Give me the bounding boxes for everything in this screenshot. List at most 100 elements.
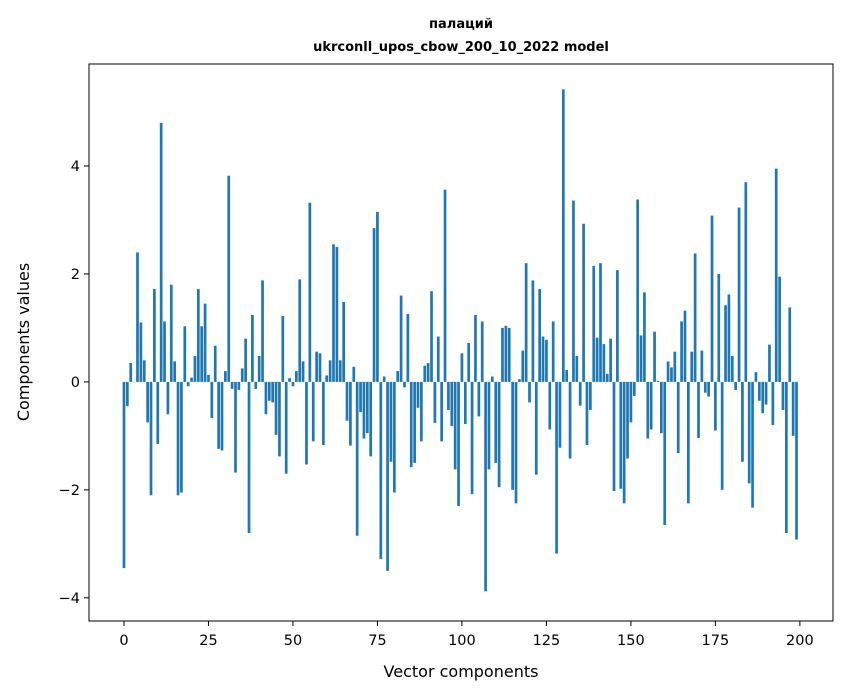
bar-196 — [785, 381, 788, 534]
bar-52 — [298, 279, 302, 382]
bar-72 — [365, 381, 369, 434]
bar-113 — [504, 325, 508, 382]
bar-195 — [781, 381, 785, 410]
bar-142 — [602, 344, 606, 382]
bar-56 — [311, 381, 315, 442]
bar-27 — [213, 345, 217, 382]
bar-124 — [541, 336, 545, 382]
x-tick-label: 0 — [119, 633, 128, 649]
bar-139 — [592, 265, 596, 382]
bar-130 — [561, 89, 565, 382]
bar-13 — [166, 381, 170, 415]
bar-123 — [538, 289, 542, 382]
x-tick-label: 25 — [199, 633, 217, 649]
bar-181 — [734, 381, 738, 390]
bar-73 — [369, 381, 373, 457]
bar-95 — [443, 189, 447, 382]
bar-91 — [430, 291, 433, 382]
bar-5 — [139, 322, 143, 382]
bar-79 — [389, 381, 393, 462]
bar-64 — [338, 360, 342, 382]
bar-170 — [697, 381, 700, 439]
bar-158 — [656, 380, 660, 382]
bar-162 — [670, 367, 673, 382]
bar-126 — [548, 381, 552, 430]
bar-40 — [257, 355, 261, 382]
bar-125 — [545, 339, 548, 382]
x-axis-label: Vector components — [384, 662, 539, 681]
bar-132 — [568, 381, 572, 459]
bar-18 — [183, 326, 187, 382]
bar-163 — [673, 351, 677, 382]
bar-108 — [487, 381, 491, 470]
x-tick-label: 150 — [617, 633, 645, 649]
bar-2 — [129, 363, 133, 382]
bar-103 — [470, 381, 474, 495]
bar-172 — [703, 381, 707, 393]
x-tick-label: 175 — [702, 633, 730, 649]
bar-171 — [700, 350, 704, 382]
bar-140 — [595, 337, 599, 382]
bar-36 — [244, 338, 247, 382]
bar-96 — [447, 381, 450, 410]
x-axis: 0 25 50 75 100 125 150 175 200 — [119, 621, 814, 649]
bar-155 — [646, 381, 650, 439]
y-tick-label: 4 — [71, 159, 80, 175]
bar-63 — [335, 246, 339, 382]
bar-61 — [328, 360, 332, 382]
bar-110 — [494, 381, 498, 463]
bar-38 — [251, 314, 254, 382]
bar-101 — [463, 381, 467, 424]
bar-157 — [653, 331, 656, 382]
bar-161 — [666, 361, 670, 382]
bar-118 — [521, 350, 525, 382]
bar-84 — [406, 313, 410, 382]
bar-105 — [477, 381, 481, 417]
bar-147 — [619, 381, 623, 489]
bar-75 — [376, 211, 379, 382]
bar-165 — [680, 321, 683, 382]
bar-102 — [467, 343, 471, 382]
bar-17 — [180, 381, 183, 493]
bar-153 — [639, 335, 643, 382]
bar-192 — [771, 381, 775, 426]
bar-145 — [612, 381, 616, 491]
bar-131 — [565, 370, 569, 382]
y-tick-label: 0 — [71, 375, 80, 391]
bar-176 — [717, 273, 721, 382]
bar-12 — [163, 321, 166, 382]
bar-141 — [599, 263, 602, 382]
bar-164 — [676, 381, 680, 454]
bar-133 — [572, 200, 575, 382]
bar-109 — [490, 376, 494, 382]
y-axis-label: Components values — [14, 263, 33, 421]
bar-43 — [267, 381, 271, 401]
bar-179 — [727, 294, 731, 382]
bar-8 — [149, 381, 153, 496]
bar-77 — [382, 376, 386, 382]
bar-85 — [409, 381, 413, 468]
bar-198 — [791, 381, 795, 436]
bar-197 — [788, 307, 792, 382]
bar-0 — [122, 381, 126, 569]
bar-104 — [474, 314, 477, 382]
bar-120 — [528, 381, 531, 403]
bar-68 — [352, 366, 356, 382]
bar-97 — [450, 381, 454, 427]
bar-149 — [626, 381, 629, 459]
bar-194 — [778, 276, 781, 382]
bar-146 — [616, 270, 619, 382]
bar-115 — [511, 381, 514, 490]
bar-184 — [744, 182, 748, 382]
bar-9 — [153, 289, 156, 382]
bar-99 — [457, 381, 460, 507]
bar-122 — [534, 381, 538, 475]
bar-24 — [203, 303, 207, 382]
bar-22 — [196, 289, 200, 382]
bar-45 — [274, 381, 278, 435]
bar-86 — [413, 381, 416, 463]
bar-106 — [480, 321, 484, 382]
bar-183 — [741, 381, 744, 462]
y-tick-label: −4 — [59, 591, 80, 607]
